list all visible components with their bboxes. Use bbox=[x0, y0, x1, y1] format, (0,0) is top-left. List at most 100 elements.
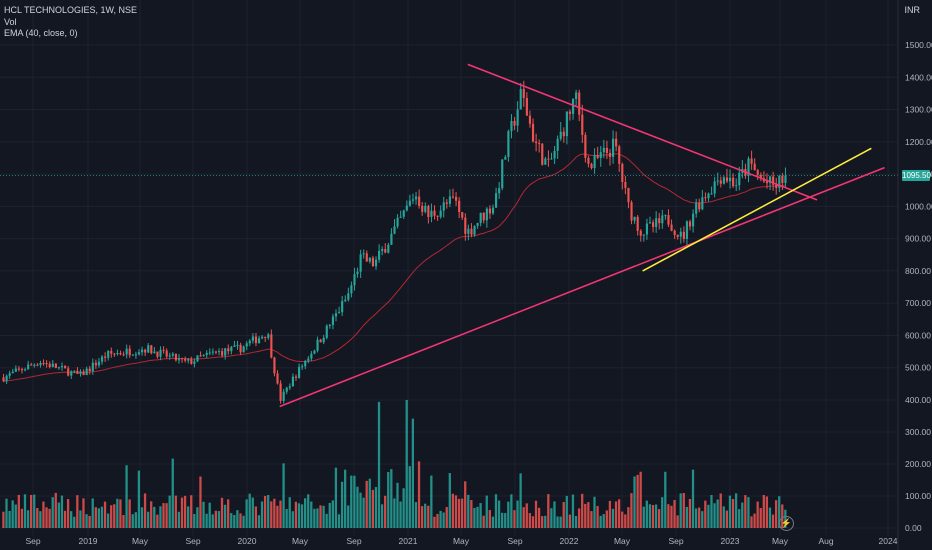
candle-body bbox=[82, 371, 85, 376]
candle-body bbox=[541, 143, 544, 165]
candle-body bbox=[17, 368, 21, 370]
candle-body bbox=[85, 368, 88, 376]
volume-bar bbox=[516, 500, 519, 528]
candle-body bbox=[356, 271, 359, 275]
candle-body bbox=[76, 370, 79, 374]
volume-bar bbox=[633, 476, 636, 528]
volume-bar bbox=[242, 515, 245, 528]
volume-bar bbox=[424, 503, 427, 528]
candle-body bbox=[710, 193, 713, 195]
candle-body bbox=[100, 356, 104, 362]
candle-body bbox=[685, 221, 689, 239]
volume-bar bbox=[187, 506, 190, 528]
candle-body bbox=[692, 213, 695, 227]
volume-bar bbox=[337, 514, 341, 528]
volume-bar bbox=[119, 499, 122, 528]
price-tick-label: 1300.00 bbox=[905, 105, 932, 115]
price-tick-label: 1000.00 bbox=[905, 201, 932, 211]
volume-bar bbox=[710, 495, 713, 528]
candle-body bbox=[719, 180, 722, 184]
volume-bar bbox=[537, 507, 541, 528]
candle-body bbox=[307, 358, 310, 361]
volume-bar bbox=[501, 512, 504, 528]
volume-bar bbox=[310, 501, 313, 528]
volume-bar bbox=[756, 501, 759, 528]
candle-body bbox=[230, 346, 233, 352]
volume-bar bbox=[574, 515, 578, 528]
trendline-rising-support bbox=[642, 147, 872, 272]
volume-bar bbox=[217, 511, 221, 528]
candle-body bbox=[522, 88, 525, 98]
candle-body bbox=[14, 368, 17, 372]
candle-body bbox=[119, 353, 122, 355]
candle-body bbox=[636, 216, 639, 231]
candle-body bbox=[165, 350, 168, 357]
volume-bar bbox=[617, 499, 621, 528]
volume-bar bbox=[664, 471, 667, 528]
candle-body bbox=[590, 163, 593, 169]
candle-body bbox=[54, 363, 57, 368]
candle-body bbox=[738, 172, 741, 186]
volume-bar bbox=[113, 504, 116, 528]
volume-bar bbox=[605, 510, 608, 528]
candle-body bbox=[233, 345, 236, 347]
volume-bar bbox=[297, 503, 301, 528]
volume-bar bbox=[476, 506, 479, 528]
candle-body bbox=[664, 215, 667, 217]
volume-bar bbox=[245, 499, 248, 528]
candle-body bbox=[205, 352, 208, 355]
volume-bar bbox=[165, 503, 168, 528]
time-axis: Sep 2019 May Sep 2020 May Sep 2021 May Sep 2022 May… bbox=[25, 536, 897, 546]
time-tick-label: 2019 bbox=[79, 536, 98, 546]
volume-bar bbox=[525, 503, 528, 528]
candle-body bbox=[501, 159, 504, 189]
volume-bar bbox=[414, 502, 418, 528]
volume-bar bbox=[273, 498, 276, 528]
time-tick-label: May bbox=[772, 536, 789, 546]
candle-body bbox=[67, 368, 70, 376]
volume-bar bbox=[442, 512, 445, 528]
candle-body bbox=[645, 223, 649, 235]
volume-bar bbox=[60, 495, 64, 528]
volume-bar bbox=[457, 498, 461, 528]
candle-body bbox=[436, 215, 439, 217]
candle-body bbox=[571, 99, 575, 114]
candle-body bbox=[224, 348, 227, 356]
volume-bar bbox=[344, 469, 347, 528]
candle-body bbox=[418, 196, 421, 206]
volume-bar bbox=[759, 507, 762, 528]
volume-bar bbox=[713, 503, 716, 528]
lightning-icon[interactable]: ⚡ bbox=[779, 516, 794, 531]
candle-body bbox=[362, 253, 365, 255]
candle-body bbox=[479, 212, 482, 223]
volume-bar bbox=[590, 511, 593, 528]
candle-body bbox=[775, 184, 778, 188]
time-tick-label: 2021 bbox=[399, 536, 418, 546]
volume-bar bbox=[254, 506, 258, 528]
candle-body bbox=[611, 138, 615, 157]
candle-body bbox=[756, 170, 759, 175]
candle-body bbox=[162, 349, 165, 351]
candle-body bbox=[378, 250, 381, 260]
volume-bar bbox=[257, 515, 261, 528]
candle-body bbox=[584, 134, 587, 158]
volume-bar bbox=[685, 506, 688, 528]
time-tick-label: May bbox=[453, 536, 470, 546]
volume-bar bbox=[494, 494, 498, 528]
candle-body bbox=[94, 362, 97, 366]
candle-body bbox=[208, 352, 211, 354]
candle-body bbox=[33, 364, 36, 366]
candle-body bbox=[642, 234, 645, 236]
candle-body bbox=[211, 351, 214, 353]
volume-bar bbox=[611, 508, 615, 528]
volume-bar bbox=[587, 502, 590, 528]
candle-body bbox=[747, 158, 750, 176]
candle-body bbox=[242, 346, 245, 353]
candle-body bbox=[217, 351, 221, 353]
volume-bar bbox=[202, 501, 205, 528]
candle-body bbox=[60, 366, 64, 368]
candle-body bbox=[304, 360, 307, 367]
candle-body bbox=[328, 324, 331, 326]
volume-bar bbox=[658, 509, 661, 528]
